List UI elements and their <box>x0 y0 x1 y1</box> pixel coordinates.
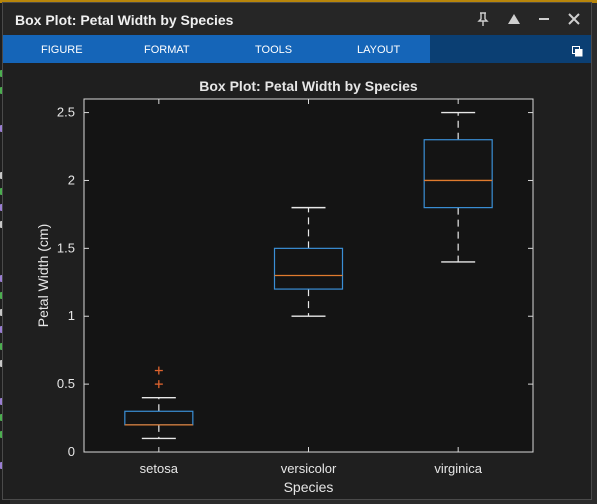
box-versicolor <box>273 247 344 290</box>
tab-figure[interactable]: FIGURE <box>41 44 83 56</box>
ribbon-spacer <box>430 35 591 63</box>
tab-layout[interactable]: LAYOUT <box>357 44 401 56</box>
y-tick-label: 1.5 <box>57 240 75 255</box>
chart-title: Box Plot: Petal Width by Species <box>199 78 418 94</box>
y-tick-label: 0.5 <box>57 376 75 391</box>
x-axis-label: Species <box>284 479 334 495</box>
y-tick-label: 2 <box>68 172 75 187</box>
minimize-icon[interactable] <box>536 11 552 27</box>
box-virginica <box>423 139 493 209</box>
y-tick-label: 1 <box>68 308 75 323</box>
undock-icon[interactable] <box>572 44 583 57</box>
y-tick-label: 0 <box>68 444 75 459</box>
window-titlebar[interactable]: Box Plot: Petal Width by Species <box>3 3 591 35</box>
box-plot-chart: Box Plot: Petal Width by Species 0 0.5 1 1.5… <box>35 78 534 495</box>
tab-format[interactable]: FORMAT <box>144 44 190 56</box>
outlier-point <box>154 366 163 375</box>
y-axis-label: Petal Width (cm) <box>35 224 51 327</box>
figure-window: Box Plot: Petal Width by Species FIGURE … <box>2 2 592 500</box>
maximize-icon[interactable] <box>506 11 522 27</box>
pin-icon[interactable] <box>475 11 491 27</box>
toolstrip-ribbon: FIGURE FORMAT TOOLS LAYOUT <box>3 35 430 63</box>
figure-canvas: Box Plot: Petal Width by Species 0 0.5 1 1.5… <box>3 63 591 499</box>
close-icon[interactable] <box>566 11 582 27</box>
x-tick-label: setosa <box>140 461 179 476</box>
x-tick-label: versicolor <box>281 461 337 476</box>
outlier-point <box>154 380 163 389</box>
tab-tools[interactable]: TOOLS <box>255 44 293 56</box>
window-title: Box Plot: Petal Width by Species <box>15 12 234 28</box>
desktop-edge <box>0 0 597 3</box>
x-tick-label: virginica <box>434 461 482 476</box>
y-tick-label: 2.5 <box>57 105 75 120</box>
